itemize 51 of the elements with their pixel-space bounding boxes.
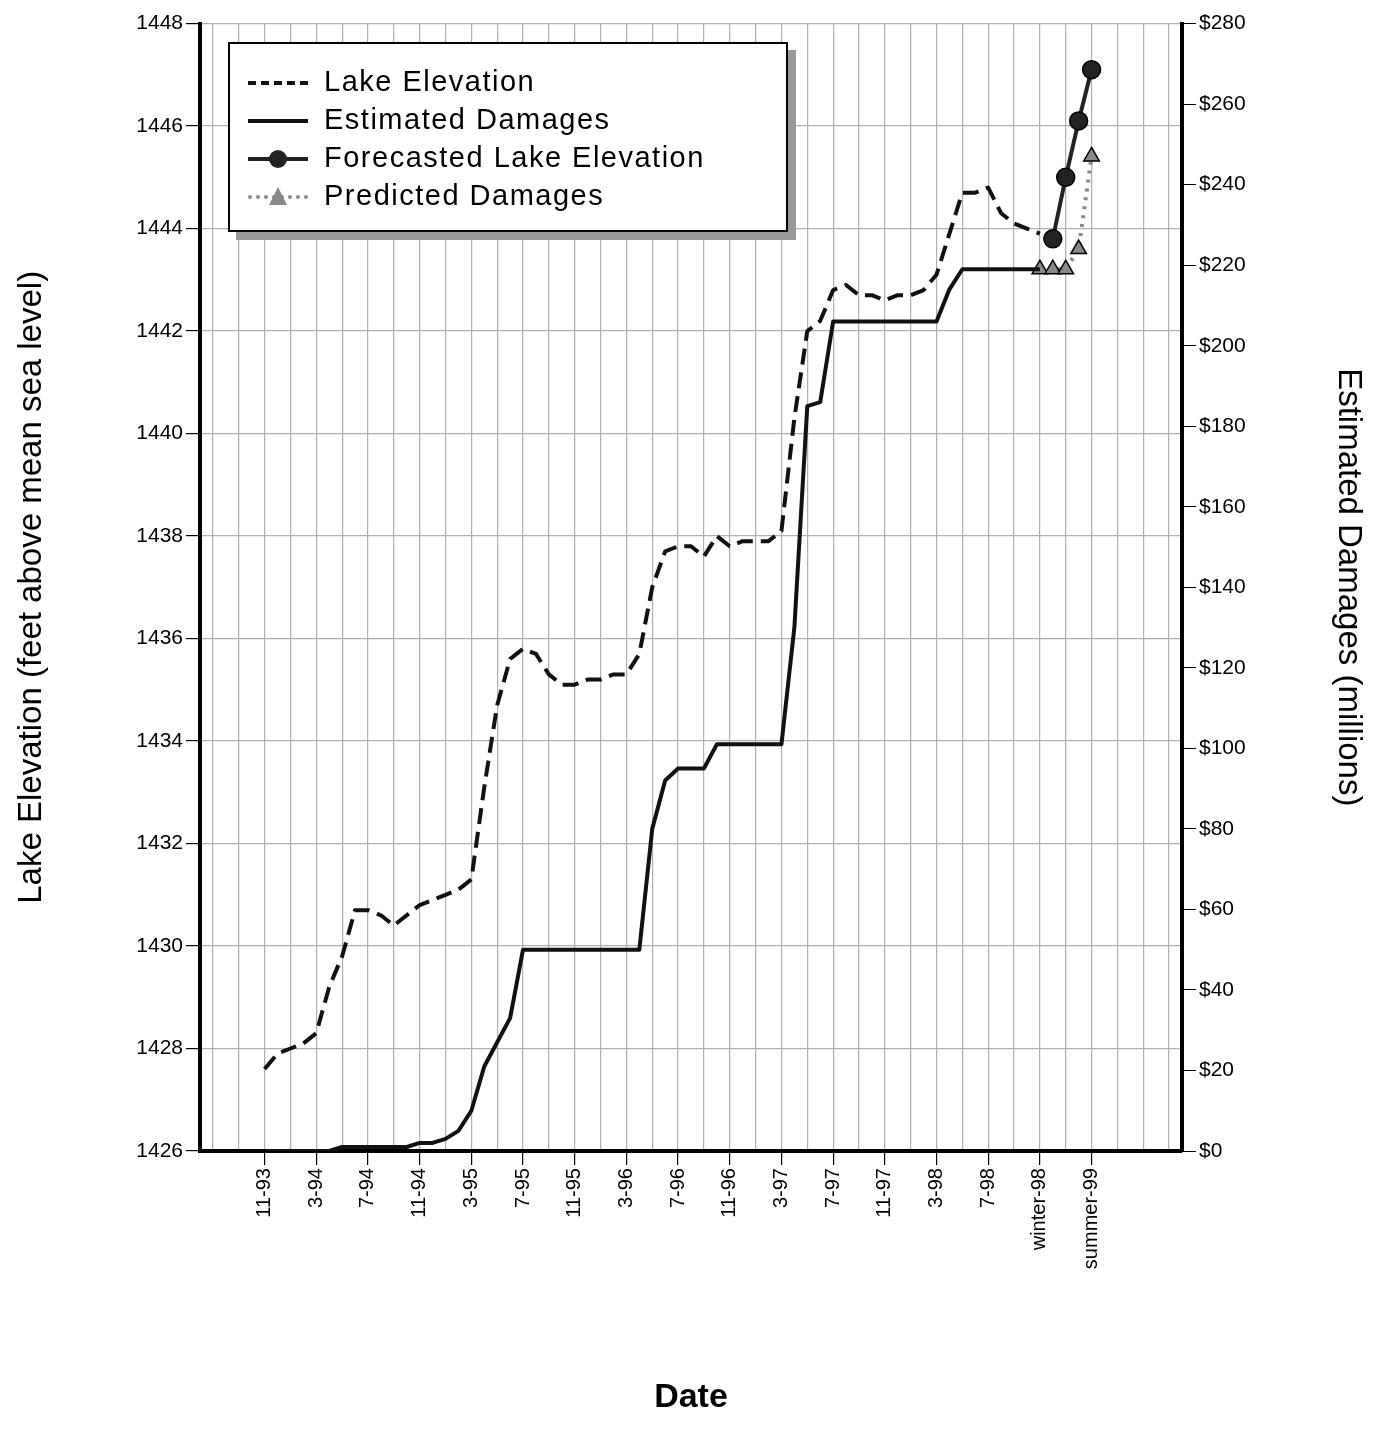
legend-label: Forecasted Lake Elevation — [324, 141, 705, 173]
y-tick-label: 1438 — [136, 522, 183, 546]
y-tick-label: 1440 — [136, 420, 183, 444]
y2-tick-label: $20 — [1199, 1057, 1235, 1081]
y-tick-label: 1448 — [136, 10, 183, 34]
y2-tick-label: $80 — [1199, 815, 1235, 839]
y2-tick-label: $0 — [1199, 1137, 1223, 1161]
legend-label: Lake Elevation — [324, 65, 536, 97]
x-tick-label: 3-95 — [458, 1168, 481, 1209]
x-tick-label: 7-94 — [355, 1168, 378, 1209]
y2-tick-label: $240 — [1199, 171, 1246, 195]
y2-axis-title: Estimated Damages (millions) — [1332, 368, 1370, 807]
y2-tick-label: $120 — [1199, 654, 1246, 678]
y2-tick-label: $160 — [1199, 493, 1246, 517]
x-tick-label: 3-98 — [924, 1168, 947, 1209]
y2-tick-label: $220 — [1199, 251, 1246, 275]
y2-tick-label: $260 — [1199, 90, 1246, 114]
y-tick-label: 1444 — [136, 215, 184, 239]
y-tick-label: 1426 — [136, 1137, 183, 1161]
y-tick-label: 1432 — [136, 830, 183, 854]
y-tick-label: 1446 — [136, 112, 183, 136]
y2-tick-label: $40 — [1199, 976, 1235, 1000]
x-tick-label: 3-96 — [613, 1168, 636, 1209]
x-tick-label: winter-98 — [1027, 1168, 1050, 1252]
x-tick-label: 7-95 — [510, 1168, 533, 1209]
x-tick-label: 7-96 — [665, 1168, 688, 1209]
y2-tick-label: $280 — [1199, 10, 1246, 34]
y-tick-label: 1428 — [136, 1035, 183, 1059]
y2-tick-label: $60 — [1199, 896, 1235, 920]
x-tick-label: summer-99 — [1079, 1168, 1102, 1270]
x-axis-title: Date — [654, 1375, 728, 1414]
y2-tick-label: $140 — [1199, 574, 1246, 598]
x-tick-label: 11-97 — [872, 1168, 895, 1218]
x-tick-label: 11-96 — [717, 1168, 740, 1218]
x-tick-label: 7-98 — [975, 1168, 998, 1209]
x-tick-label: 11-93 — [252, 1168, 275, 1218]
y2-tick-label: $180 — [1199, 413, 1246, 437]
legend-label: Estimated Damages — [324, 103, 611, 135]
y-tick-label: 1436 — [136, 625, 183, 649]
y2-tick-label: $200 — [1199, 332, 1246, 356]
legend-label: Predicted Damages — [324, 179, 605, 211]
x-tick-label: 11-94 — [407, 1168, 430, 1218]
y-axis-title: Lake Elevation (feet above mean sea level) — [10, 270, 48, 904]
x-tick-label: 7-97 — [820, 1168, 843, 1209]
y-tick-label: 1434 — [136, 727, 184, 751]
y-tick-label: 1430 — [136, 932, 183, 956]
y-tick-label: 1442 — [136, 317, 183, 341]
x-tick-label: 3-97 — [768, 1168, 791, 1209]
x-tick-label: 11-95 — [562, 1168, 585, 1218]
x-tick-label: 3-94 — [303, 1168, 326, 1209]
y2-tick-label: $100 — [1199, 735, 1246, 759]
